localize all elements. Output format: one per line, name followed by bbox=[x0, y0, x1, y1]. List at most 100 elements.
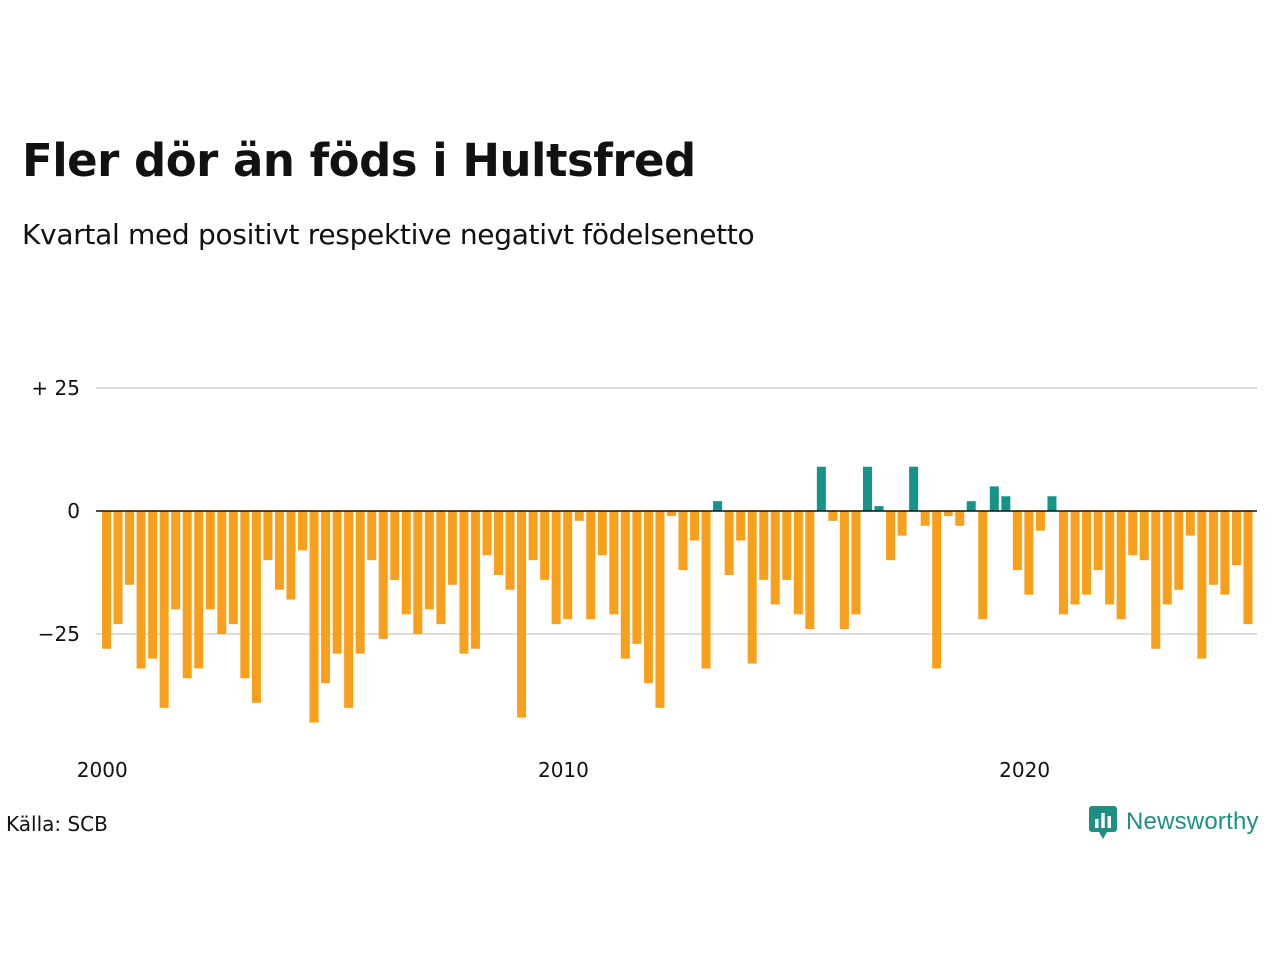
bar bbox=[401, 511, 411, 615]
bar bbox=[1174, 511, 1184, 590]
bar bbox=[851, 511, 861, 615]
bar bbox=[770, 511, 780, 605]
bar bbox=[1093, 511, 1103, 571]
bar bbox=[932, 511, 942, 669]
bar bbox=[528, 511, 538, 561]
bar bbox=[655, 511, 665, 708]
bar bbox=[344, 511, 354, 708]
bar bbox=[551, 511, 561, 625]
bar bbox=[1105, 511, 1115, 605]
bar bbox=[1047, 496, 1057, 511]
bar bbox=[874, 506, 884, 511]
bar bbox=[862, 466, 872, 511]
newsworthy-logo-text: Newsworthy bbox=[1126, 808, 1259, 835]
bar bbox=[1035, 511, 1045, 531]
bar bbox=[597, 511, 607, 556]
bar bbox=[424, 511, 434, 610]
bar bbox=[563, 511, 573, 620]
bar bbox=[367, 511, 377, 561]
bar bbox=[159, 511, 169, 708]
bar bbox=[609, 511, 619, 615]
bar bbox=[1151, 511, 1161, 649]
bar bbox=[1058, 511, 1068, 615]
bar bbox=[989, 486, 999, 511]
bar bbox=[274, 511, 284, 590]
bar bbox=[470, 511, 480, 649]
bar bbox=[713, 501, 723, 511]
bar bbox=[724, 511, 734, 575]
grid-lines bbox=[96, 387, 1257, 635]
x-tick-label: 2000 bbox=[77, 758, 128, 782]
x-tick-label: 2010 bbox=[538, 758, 589, 782]
bar bbox=[690, 511, 700, 541]
bar bbox=[828, 511, 838, 521]
bar bbox=[194, 511, 204, 669]
bar bbox=[1128, 511, 1138, 556]
newsworthy-logo: Newsworthy bbox=[1088, 804, 1259, 840]
bar bbox=[171, 511, 181, 610]
bar bbox=[182, 511, 192, 679]
y-tick-label: −25 bbox=[38, 622, 80, 646]
bar bbox=[1139, 511, 1149, 561]
bar bbox=[816, 466, 826, 511]
bar bbox=[321, 511, 331, 684]
bar bbox=[540, 511, 550, 580]
bar bbox=[494, 511, 504, 575]
bar bbox=[701, 511, 711, 669]
bar bbox=[1162, 511, 1172, 605]
bar bbox=[517, 511, 527, 718]
bar bbox=[136, 511, 146, 669]
source-note: Källa: SCB bbox=[6, 812, 108, 836]
bar bbox=[747, 511, 757, 664]
bar bbox=[978, 511, 988, 620]
bar bbox=[205, 511, 215, 610]
bar bbox=[482, 511, 492, 556]
bar bbox=[782, 511, 792, 580]
bar bbox=[643, 511, 653, 684]
x-axis-ticks: 2000 2010 2020 bbox=[77, 758, 1050, 782]
bar bbox=[1024, 511, 1034, 595]
bar bbox=[436, 511, 446, 625]
bar bbox=[309, 511, 319, 723]
bar bbox=[1001, 496, 1011, 511]
bar bbox=[113, 511, 123, 625]
bar bbox=[805, 511, 815, 630]
bar bbox=[736, 511, 746, 541]
bar bbox=[759, 511, 769, 580]
bar bbox=[1243, 511, 1253, 625]
bar bbox=[839, 511, 849, 630]
bar bbox=[1012, 511, 1022, 571]
bar bbox=[955, 511, 965, 526]
bar bbox=[240, 511, 250, 679]
bar bbox=[666, 511, 676, 516]
bar bbox=[1231, 511, 1241, 566]
bar bbox=[1220, 511, 1230, 595]
bar bbox=[390, 511, 400, 580]
bar bbox=[1116, 511, 1126, 620]
bar bbox=[251, 511, 261, 703]
bar bbox=[920, 511, 930, 526]
bar bbox=[586, 511, 596, 620]
bar bbox=[1070, 511, 1080, 605]
bar bbox=[620, 511, 630, 659]
bar bbox=[1082, 511, 1092, 595]
bar bbox=[355, 511, 365, 654]
bar bbox=[459, 511, 469, 654]
bars bbox=[102, 466, 1253, 723]
bar bbox=[678, 511, 688, 571]
bar bbox=[909, 466, 919, 511]
bar bbox=[298, 511, 308, 551]
bar bbox=[332, 511, 342, 654]
bar bbox=[413, 511, 423, 634]
bar bbox=[505, 511, 515, 590]
chart-title: Fler dör än föds i Hultsfred bbox=[22, 134, 696, 187]
bar bbox=[632, 511, 642, 644]
bar bbox=[102, 511, 111, 649]
bar bbox=[447, 511, 457, 585]
bar bbox=[1197, 511, 1207, 659]
bar bbox=[943, 511, 953, 516]
y-tick-label: 0 bbox=[67, 499, 80, 523]
chart-subtitle: Kvartal med positivt respektive negativt… bbox=[22, 218, 755, 251]
bar bbox=[1185, 511, 1195, 536]
bar bbox=[1208, 511, 1218, 585]
